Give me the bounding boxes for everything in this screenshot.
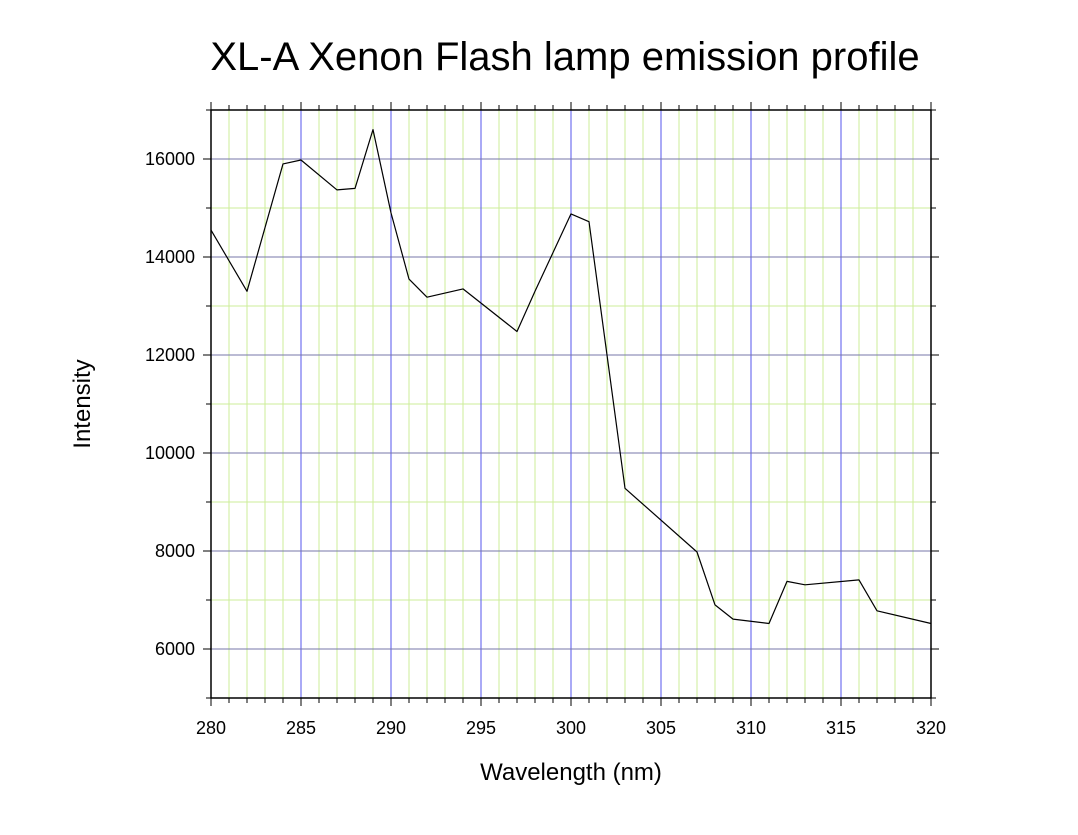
x-tick-label: 310 bbox=[736, 718, 766, 738]
x-tick-label: 285 bbox=[286, 718, 316, 738]
x-tick-labels: 280 285 290 295 300 305 310 315 320 bbox=[196, 718, 946, 738]
y-tick-label: 8000 bbox=[155, 541, 195, 561]
y-tick-label: 16000 bbox=[145, 149, 195, 169]
x-tick-label: 295 bbox=[466, 718, 496, 738]
y-axis-label: Intensity bbox=[69, 359, 96, 448]
x-tick-label: 320 bbox=[916, 718, 946, 738]
plot-lines bbox=[210, 129, 932, 625]
y-tick-label: 12000 bbox=[145, 345, 195, 365]
y-tick-label: 14000 bbox=[145, 247, 195, 267]
x-tick-label: 305 bbox=[646, 718, 676, 738]
axis-ticks bbox=[203, 102, 939, 706]
series-line bbox=[210, 129, 932, 625]
grid-major bbox=[211, 110, 931, 698]
x-tick-label: 280 bbox=[196, 718, 226, 738]
chart-title: XL-A Xenon Flash lamp emission profile bbox=[210, 35, 919, 79]
x-tick-label: 300 bbox=[556, 718, 586, 738]
y-tick-label: 6000 bbox=[155, 639, 195, 659]
x-tick-label: 315 bbox=[826, 718, 856, 738]
y-tick-labels: 6000 8000 10000 12000 14000 16000 bbox=[145, 149, 195, 659]
y-tick-label: 10000 bbox=[145, 443, 195, 463]
x-tick-label: 290 bbox=[376, 718, 406, 738]
x-axis-label: Wavelength (nm) bbox=[480, 759, 662, 786]
